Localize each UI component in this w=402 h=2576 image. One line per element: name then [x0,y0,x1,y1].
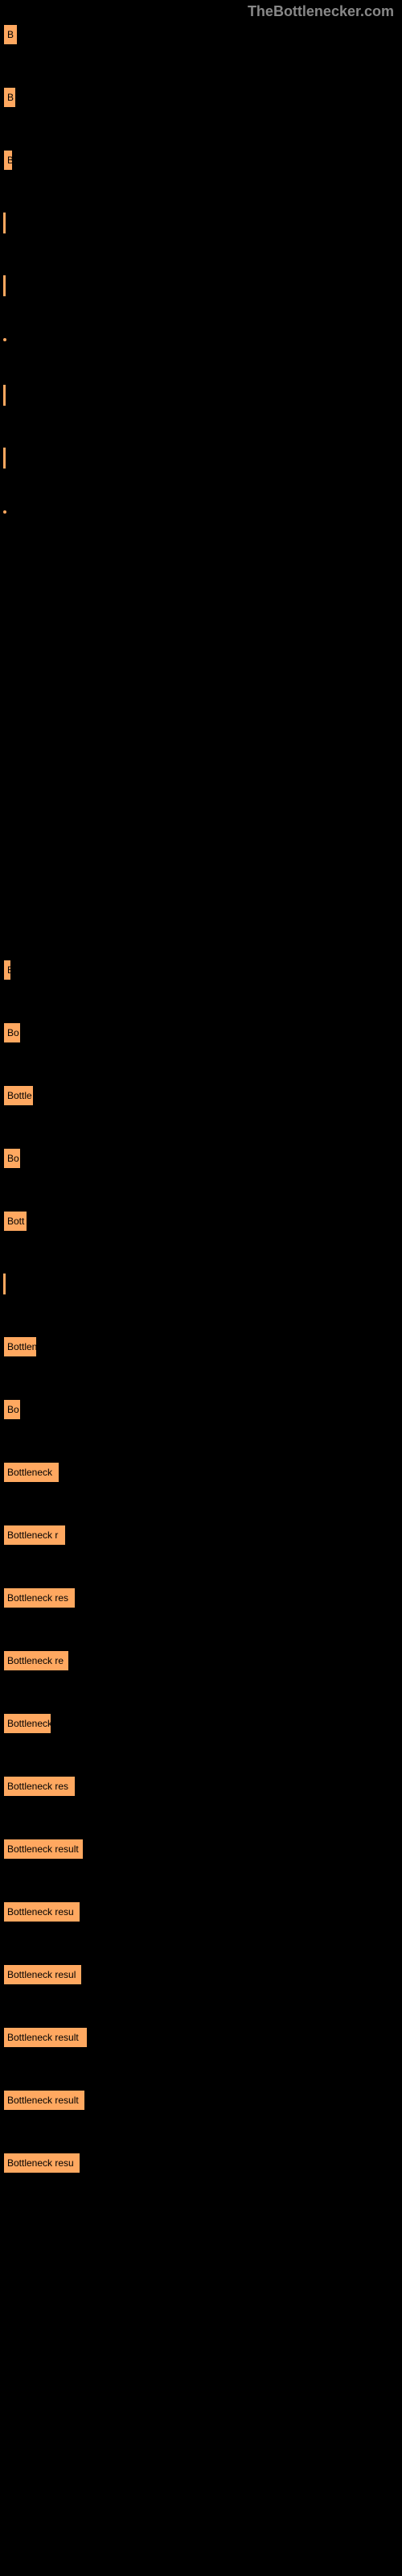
chart-bar: B [3,87,16,108]
bar-row: Bottleneck [3,1713,402,1736]
bar-row [3,385,402,407]
chart-bar: Bott [3,1211,27,1232]
bar-row [3,510,402,517]
chart-bar: Bottleneck result [3,2090,85,2111]
bar-row: Bottleneck res [3,1776,402,1798]
chart-bar: Bottleneck [3,1462,59,1483]
bar-row [3,338,402,345]
chart-bar: Bo [3,1022,21,1043]
bar-row: Bottleneck result [3,1839,402,1861]
chart-bar: Bottleneck resul [3,1964,82,1985]
bar-row: Bottleneck result [3,2090,402,2112]
bars-section-1: B B B [0,24,402,517]
bar-row: B [3,87,402,109]
chart-thin-bar [3,213,6,233]
bar-row: B [3,960,402,982]
bar-row: Bo [3,1399,402,1422]
bar-row [3,275,402,298]
bar-row: Bottleneck re [3,1650,402,1673]
gap-spacer [0,557,402,960]
chart-bar: Bottleneck r [3,1525,66,1546]
bar-row: Bottleneck [3,1462,402,1484]
watermark-text: TheBottlenecker.com [248,3,394,20]
bar-row: B [3,150,402,172]
chart-thin-bar [3,1274,6,1294]
chart-bar: Bottleneck resu [3,1901,80,1922]
chart-bar: Bottleneck result [3,1839,84,1860]
bar-row [3,448,402,470]
chart-dot [3,338,6,341]
chart-bar: Bo [3,1399,21,1420]
chart-thin-bar [3,275,6,296]
bar-row [3,213,402,235]
chart-thin-bar [3,448,6,469]
bar-row: Bottleneck resu [3,2153,402,2175]
chart-bar: B [3,150,13,171]
chart-bar: Bottleneck [3,1713,51,1734]
chart-bar: Bottleneck resu [3,2153,80,2174]
chart-dot [3,510,6,514]
chart-bar: Bottleneck res [3,1587,76,1608]
chart-bar: Bottle [3,1085,34,1106]
chart-thin-bar [3,385,6,406]
bar-row: B [3,24,402,47]
bar-row: Bottlen [3,1336,402,1359]
bar-row: Bo [3,1148,402,1170]
chart-bar: B [3,960,11,980]
bar-row: Bottleneck resu [3,1901,402,1924]
bar-row: Bottleneck result [3,2027,402,2050]
bar-row: Bottleneck resul [3,1964,402,1987]
chart-bar: Bottleneck result [3,2027,88,2048]
bar-row: Bo [3,1022,402,1045]
chart-bar: Bottleneck re [3,1650,69,1671]
chart-container: TheBottlenecker.com BBB BBoBottleBoBottB… [0,0,402,2175]
bar-row [3,1274,402,1296]
chart-bar: Bottleneck res [3,1776,76,1797]
bar-row: Bottle [3,1085,402,1108]
chart-bar: B [3,24,18,45]
bar-row: Bott [3,1211,402,1233]
chart-bar: Bottlen [3,1336,37,1357]
chart-bar: Bo [3,1148,21,1169]
bar-row: Bottleneck r [3,1525,402,1547]
bar-row: Bottleneck res [3,1587,402,1610]
bars-section-2: B Bo Bottle Bo Bott Bottlen Bo Bottleneck Bottle… [0,960,402,2175]
